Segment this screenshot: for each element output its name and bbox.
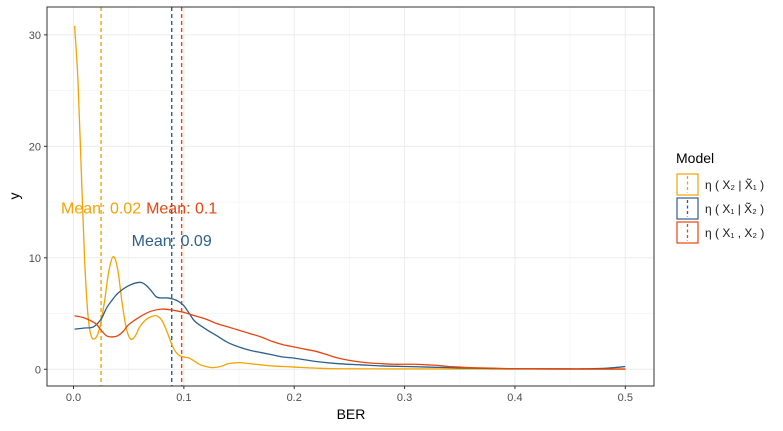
x-tick-label: 0.0 <box>66 392 81 404</box>
legend-entry-label: η ( X₁ , X₂ ) <box>705 226 764 240</box>
y-tick-label: 10 <box>29 253 41 265</box>
y-tick-label: 30 <box>29 30 41 42</box>
legend-title: Model <box>676 150 714 166</box>
y-axis-title: y <box>6 193 22 200</box>
x-tick-label: 0.3 <box>397 392 412 404</box>
plot-panel <box>47 7 654 386</box>
legend: Model η ( X₂ | X̃₁ ) η ( X₁ | X̃₂ ) η ( X₁… <box>676 150 764 244</box>
mean-label-3: Mean: 0.1 <box>146 201 217 218</box>
mean-annotations: Mean: 0.02 Mean: 0.09 Mean: 0.1 <box>61 201 217 250</box>
panel-border <box>46 6 655 387</box>
x-tick-label: 0.4 <box>507 392 522 404</box>
density-curve-1 <box>73 25 626 370</box>
panel-frame <box>46 6 655 387</box>
mean-label-2: Mean: 0.09 <box>132 233 212 250</box>
y-tick-label: 0 <box>35 364 41 376</box>
x-tick-label: 0.2 <box>287 392 302 404</box>
y-axis-ticks: 0 10 20 30 <box>29 30 47 376</box>
x-tick-label: 0.1 <box>176 392 191 404</box>
x-axis-title: BER <box>337 406 366 422</box>
density-curve-3 <box>74 308 626 370</box>
plot-background <box>47 7 654 386</box>
density-curves <box>73 25 626 370</box>
x-tick-label: 0.5 <box>618 392 633 404</box>
legend-entry-label: η ( X₁ | X̃₂ ) <box>705 201 764 216</box>
mean-label-1: Mean: 0.02 <box>61 201 141 218</box>
legend-entry-label: η ( X₂ | X̃₁ ) <box>705 177 764 192</box>
y-tick-label: 20 <box>29 141 41 153</box>
x-axis-ticks: 0.0 0.1 0.2 0.3 0.4 0.5 <box>66 386 633 404</box>
